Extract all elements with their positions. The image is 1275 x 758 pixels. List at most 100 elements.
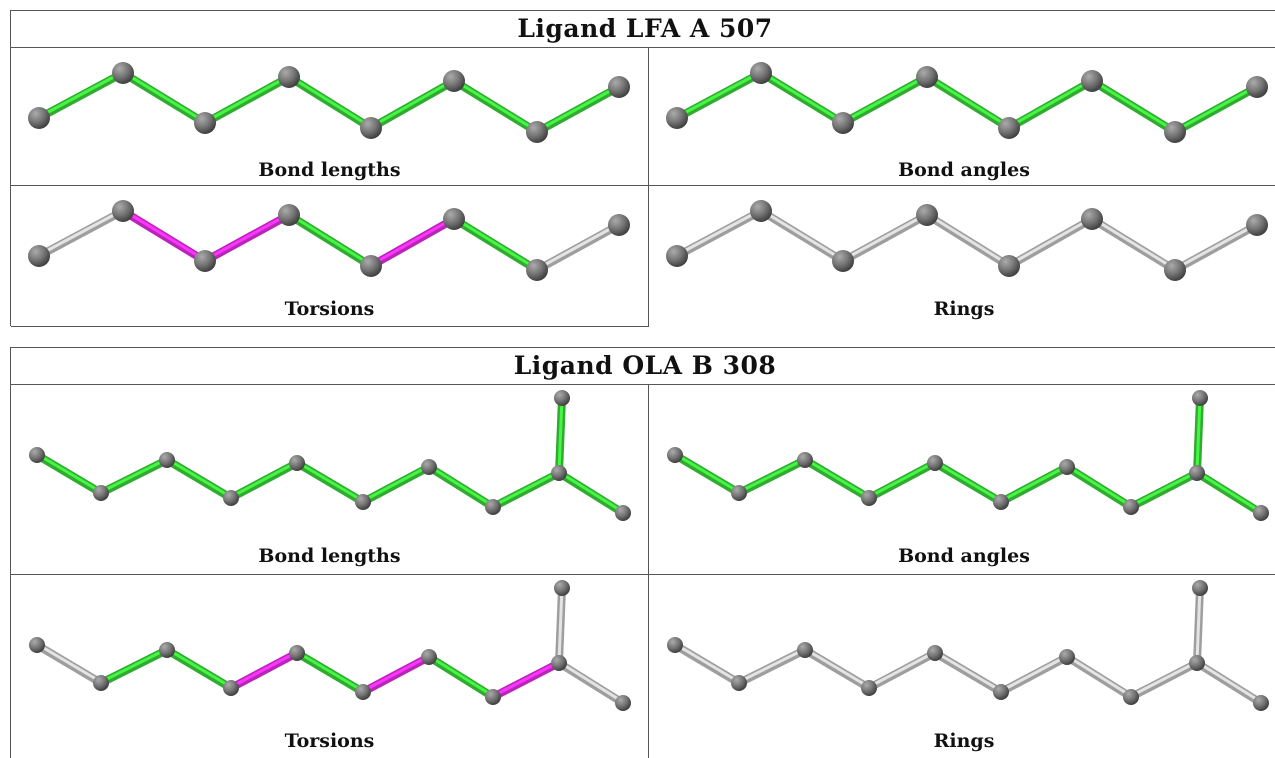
bond-highlight bbox=[841, 74, 929, 124]
atom bbox=[485, 499, 501, 515]
bond-highlight bbox=[369, 78, 456, 129]
atom bbox=[554, 580, 570, 596]
molecule-diagram bbox=[666, 200, 1268, 281]
bond-highlight bbox=[1129, 660, 1199, 698]
bond-highlight bbox=[452, 216, 539, 271]
bond-highlight bbox=[35, 452, 103, 494]
atom bbox=[554, 390, 570, 406]
molecule-diagram bbox=[29, 390, 631, 521]
atom bbox=[1189, 465, 1205, 481]
molecule-diagram bbox=[28, 62, 630, 143]
atom bbox=[112, 200, 134, 222]
bond-highlight bbox=[203, 212, 291, 262]
atom bbox=[93, 675, 109, 691]
atom bbox=[223, 490, 239, 506]
bond-highlight bbox=[1065, 464, 1133, 508]
atom bbox=[112, 62, 134, 84]
atom bbox=[159, 642, 175, 658]
bond-highlight bbox=[165, 647, 233, 689]
atom bbox=[551, 655, 567, 671]
atom bbox=[750, 62, 772, 84]
atom bbox=[1081, 208, 1103, 230]
bond-highlight bbox=[925, 74, 1011, 129]
bond-highlight bbox=[999, 464, 1069, 503]
bond-highlight bbox=[229, 460, 299, 499]
bond-highlight bbox=[361, 464, 431, 503]
atom bbox=[29, 637, 45, 653]
bond-highlight bbox=[1173, 84, 1259, 133]
atom bbox=[28, 107, 50, 129]
panel-caption: Bond angles bbox=[898, 545, 1030, 567]
panel-bond-angles: Bond angles bbox=[649, 48, 1275, 186]
bond-highlight bbox=[1129, 470, 1199, 508]
bond-highlight bbox=[1173, 222, 1259, 271]
panel-bond-lengths: Bond lengths bbox=[11, 385, 649, 575]
atom bbox=[1246, 76, 1268, 98]
panel-rings: Rings bbox=[649, 186, 1275, 326]
bond-highlight bbox=[491, 660, 561, 698]
atom bbox=[421, 459, 437, 475]
bond-highlight bbox=[557, 660, 625, 704]
bond-highlight bbox=[1195, 585, 1202, 664]
bond-highlight bbox=[675, 70, 763, 119]
atom bbox=[667, 637, 683, 653]
bond-highlight bbox=[673, 452, 741, 494]
atom bbox=[278, 204, 300, 226]
bond-highlight bbox=[295, 650, 365, 693]
bond-highlight bbox=[803, 647, 871, 689]
atom bbox=[608, 214, 630, 236]
bond-highlight bbox=[203, 74, 291, 124]
bond-highlight bbox=[535, 84, 621, 133]
atom bbox=[28, 245, 50, 267]
bond-highlight bbox=[1195, 470, 1263, 514]
panel-caption: Bond angles bbox=[898, 159, 1030, 181]
panel-caption: Torsions bbox=[284, 730, 375, 752]
bond-highlight bbox=[295, 460, 365, 503]
atom bbox=[731, 675, 747, 691]
bond-highlight bbox=[933, 650, 1003, 693]
bond-highlight bbox=[287, 74, 373, 129]
bond-highlight bbox=[99, 457, 169, 494]
molecule-diagram bbox=[667, 390, 1269, 521]
atom bbox=[29, 447, 45, 463]
bond-highlight bbox=[999, 654, 1069, 693]
bond-highlight bbox=[867, 460, 937, 499]
atom bbox=[289, 645, 305, 661]
panel-caption: Rings bbox=[933, 298, 995, 320]
atom bbox=[159, 452, 175, 468]
atom bbox=[993, 494, 1009, 510]
ligand-title: Ligand OLA B 308 bbox=[11, 348, 1275, 385]
atom bbox=[360, 255, 382, 277]
atom bbox=[666, 245, 688, 267]
atom bbox=[1123, 689, 1139, 705]
bond-highlight bbox=[369, 216, 456, 267]
atom bbox=[1246, 214, 1268, 236]
bond-highlight bbox=[737, 647, 807, 684]
bond-highlight bbox=[535, 222, 621, 271]
atom bbox=[861, 680, 877, 696]
bond-highlight bbox=[121, 70, 207, 124]
atom bbox=[608, 76, 630, 98]
bond-highlight bbox=[933, 460, 1003, 503]
bond-highlight bbox=[361, 654, 431, 693]
bond-highlight bbox=[121, 208, 207, 262]
bond-highlight bbox=[1195, 660, 1263, 704]
table-bottom-border bbox=[11, 326, 649, 327]
bond-highlight bbox=[759, 208, 845, 262]
atom bbox=[443, 208, 465, 230]
bond-highlight bbox=[1195, 395, 1202, 474]
bond-highlight bbox=[99, 647, 169, 684]
atom bbox=[832, 250, 854, 272]
bond-highlight bbox=[1007, 78, 1094, 129]
atom bbox=[797, 452, 813, 468]
atom bbox=[421, 649, 437, 665]
bond-highlight bbox=[737, 457, 807, 494]
panel-caption: Bond lengths bbox=[258, 159, 401, 181]
atom bbox=[927, 455, 943, 471]
bond-highlight bbox=[759, 70, 845, 124]
bond-highlight bbox=[557, 470, 625, 514]
atom bbox=[1253, 505, 1269, 521]
bond-highlight bbox=[165, 457, 233, 499]
atom bbox=[667, 447, 683, 463]
atom bbox=[1189, 655, 1205, 671]
